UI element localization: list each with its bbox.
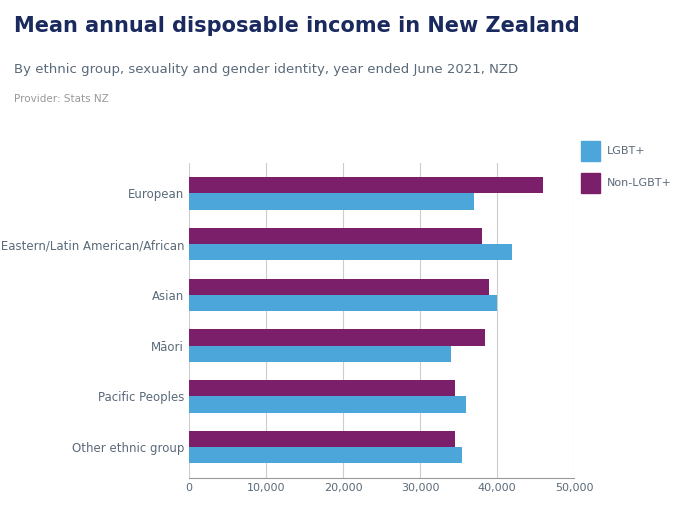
Bar: [189, 228, 482, 244]
Text: Provider: Stats NZ: Provider: Stats NZ: [14, 94, 108, 104]
Bar: [189, 380, 455, 396]
Text: figure.nz: figure.nz: [586, 30, 660, 44]
Bar: [189, 193, 474, 209]
Text: By ethnic group, sexuality and gender identity, year ended June 2021, NZD: By ethnic group, sexuality and gender id…: [14, 63, 518, 76]
Text: Non-LGBT+: Non-LGBT+: [608, 178, 672, 188]
Text: LGBT+: LGBT+: [608, 146, 646, 156]
Bar: [189, 244, 512, 260]
Bar: [189, 447, 463, 464]
Bar: [189, 345, 451, 362]
Bar: [189, 295, 497, 311]
Bar: [189, 177, 543, 193]
Bar: [189, 329, 486, 345]
Bar: [581, 142, 600, 161]
Bar: [189, 396, 466, 413]
Bar: [189, 431, 455, 447]
Bar: [189, 279, 489, 295]
Bar: [581, 173, 600, 193]
Text: Mean annual disposable income in New Zealand: Mean annual disposable income in New Zea…: [14, 16, 580, 36]
